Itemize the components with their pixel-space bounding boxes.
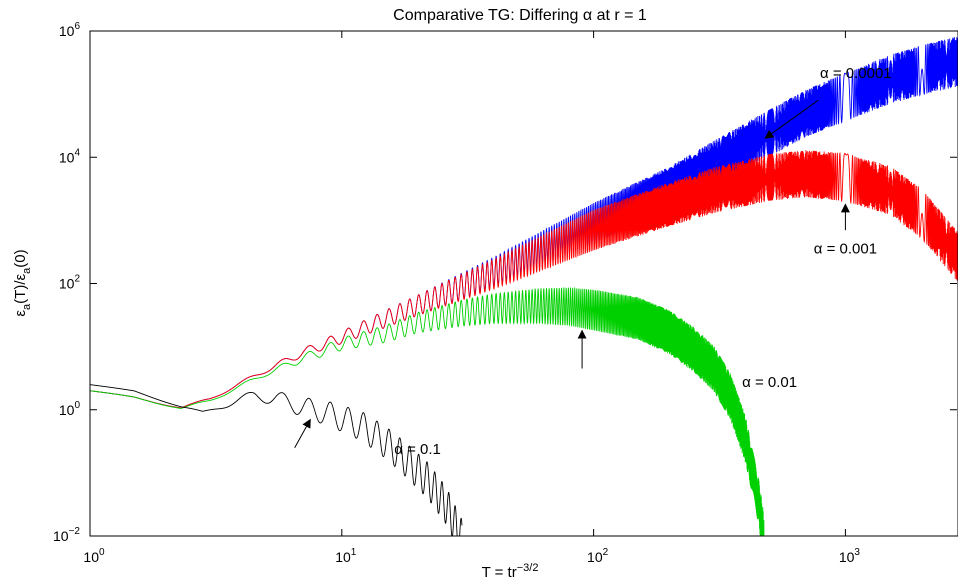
annotation-arrow-3 — [294, 418, 311, 448]
series-layer — [90, 37, 958, 536]
y-label-end: (0) — [12, 249, 29, 267]
y-tick-label-3: 104 — [59, 147, 81, 165]
x-axis-label-exponent: −3/2 — [517, 562, 539, 574]
x-tick-label-0: 100 — [83, 547, 105, 565]
y-tick-label-1: 100 — [59, 400, 81, 418]
y-tick-label-2: 102 — [59, 274, 81, 292]
annotation-label-3: α = 0.1 — [394, 441, 441, 458]
annotation-arrow-0 — [764, 99, 819, 139]
y-label-sub-1: a — [21, 303, 33, 310]
y-label-epsilon-1: ε — [12, 310, 29, 317]
annotation-label-1: α = 0.001 — [814, 240, 877, 257]
y-tick-label-4: 106 — [59, 21, 81, 39]
x-tick-label-1: 101 — [335, 547, 357, 565]
annotation-label-0: α = 0.0001 — [820, 65, 892, 82]
series-line-1 — [90, 150, 958, 409]
annotation-label-2: α = 0.01 — [742, 374, 797, 391]
chart-title-suffix: at r = 1 — [597, 7, 647, 24]
x-axis-label: T = tr−3/2 — [482, 562, 539, 581]
chart-title-alpha: α — [583, 7, 592, 24]
series-line-2 — [90, 286, 765, 536]
series-line-0 — [90, 37, 958, 409]
y-label-sub-2: a — [21, 267, 33, 274]
y-axis-label: εa(T)/εa(0) — [12, 249, 33, 316]
x-tick-label-3: 103 — [839, 547, 861, 565]
x-axis-label-main: T = tr — [482, 564, 517, 581]
series-line-3 — [90, 384, 463, 536]
annotation-layer: α = 0.0001 α = 0.001 α = 0.01 α = 0.1 — [294, 65, 892, 458]
x-tick-label-2: 102 — [587, 547, 609, 565]
y-label-mid: (T)/ε — [12, 274, 29, 304]
chart-title: Comparative TG: Differing α at r = 1 — [393, 7, 647, 24]
y-tick-label-0: 10−2 — [53, 526, 80, 544]
chart-title-prefix: Comparative TG: Differing — [393, 7, 578, 24]
